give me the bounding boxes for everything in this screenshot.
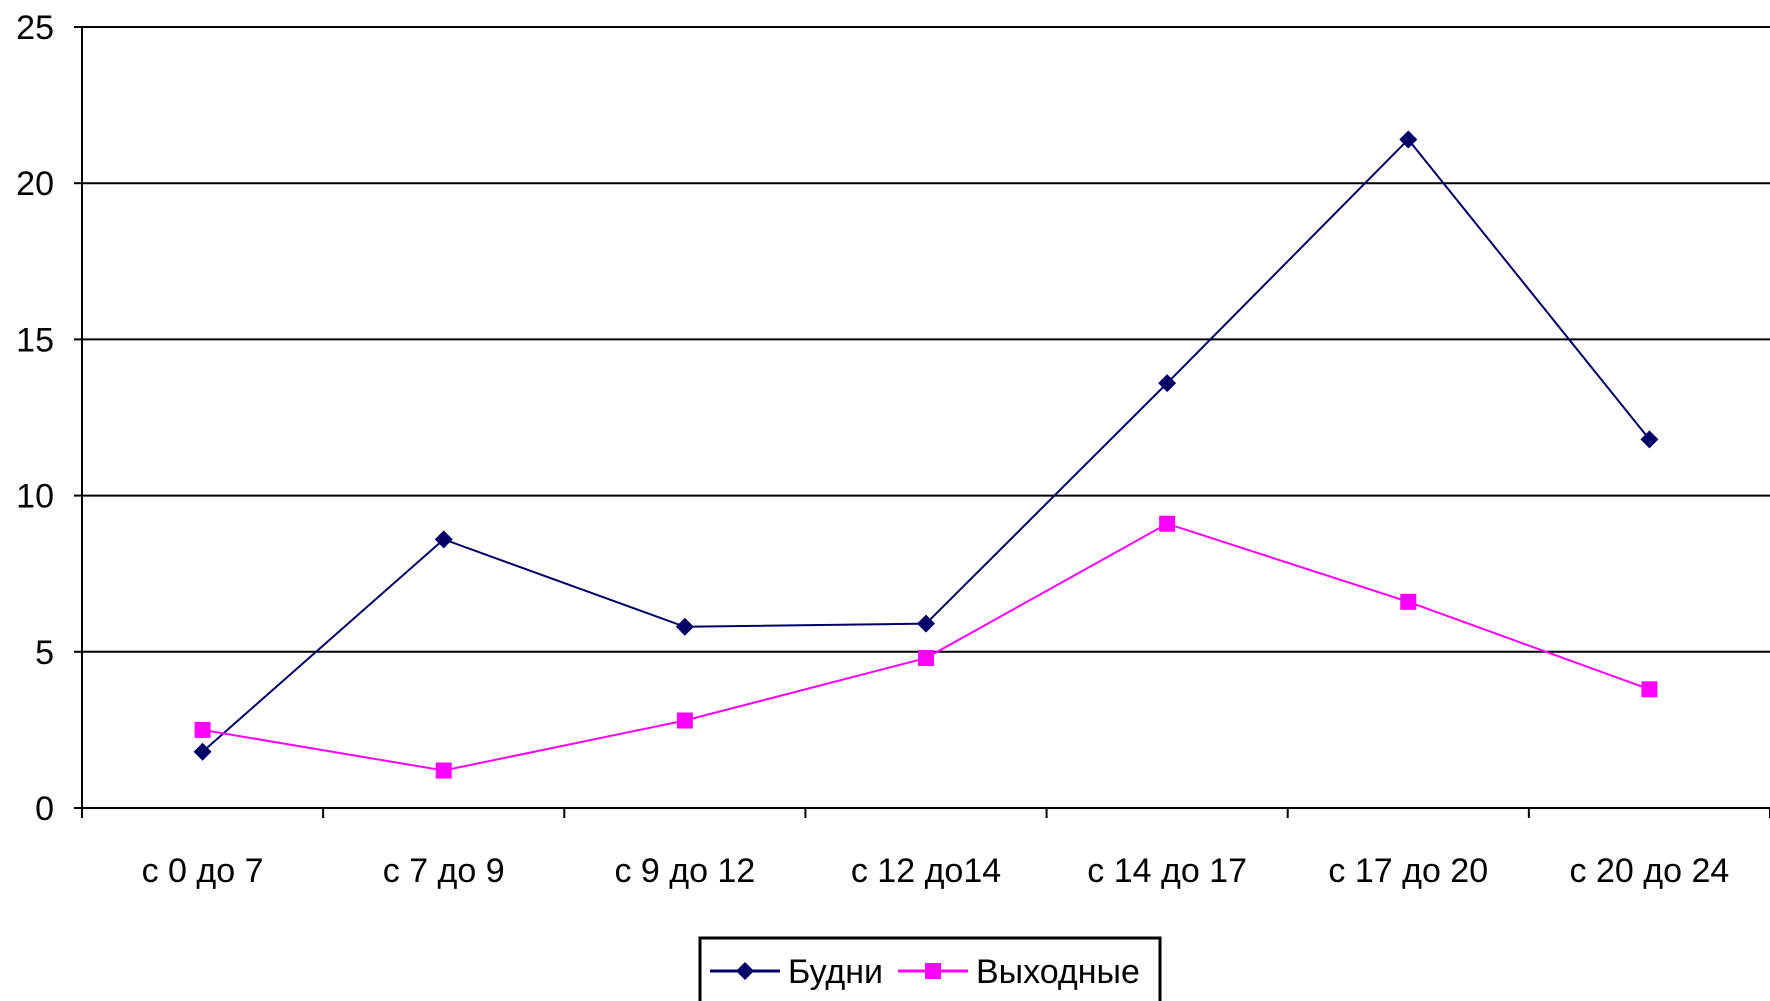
data-point [918, 650, 934, 667]
data-point [435, 762, 452, 779]
data-point [1400, 593, 1417, 610]
x-tick-label: с 7 до 9 [383, 852, 505, 890]
data-point [1640, 430, 1659, 449]
y-tick-label: 25 [16, 9, 54, 47]
data-point [676, 712, 693, 729]
data-point [1399, 130, 1418, 149]
data-point [917, 614, 935, 633]
y-axis-ticks: 0 5 10 15 20 25 [16, 9, 82, 828]
y-tick-label: 20 [16, 165, 54, 203]
y-tick-label: 10 [16, 478, 54, 516]
x-tick-label: с 12 до14 [851, 852, 1001, 890]
data-point [675, 617, 694, 636]
data-point [434, 530, 453, 549]
legend-label: Будни [788, 953, 883, 991]
legend: Будни Выходные [698, 936, 1162, 1001]
x-axis-ticks: с 0 до 7 с 7 до 9 с 9 до 12 с 12 до14 с 14 д… [81, 808, 1770, 890]
legend-item-1: Будни [710, 953, 883, 991]
gridlines [82, 26, 1770, 653]
y-tick-label: 5 [35, 634, 54, 672]
y-tick-label: 15 [16, 321, 54, 359]
x-tick-label: с 20 до 24 [1570, 852, 1730, 890]
data-point [1159, 515, 1176, 532]
x-tick-label: с 14 до 17 [1087, 852, 1247, 890]
axes [81, 27, 1770, 809]
series-layer [193, 130, 1659, 779]
data-point [1641, 681, 1658, 698]
x-tick-label: с 0 до 7 [142, 852, 264, 890]
x-tick-label: с 9 до 12 [614, 852, 755, 890]
series-2 [194, 515, 1658, 779]
legend-marker [736, 962, 754, 980]
legend-label: Выходные [976, 953, 1140, 991]
legend-marker [925, 963, 941, 979]
data-point [194, 721, 211, 738]
data-point [193, 742, 212, 761]
series-1 [193, 130, 1659, 761]
data-point [1158, 374, 1177, 393]
y-tick-label: 0 [35, 790, 54, 828]
x-tick-label: с 17 до 20 [1328, 852, 1488, 890]
legend-item-2: Выходные [898, 953, 1140, 991]
